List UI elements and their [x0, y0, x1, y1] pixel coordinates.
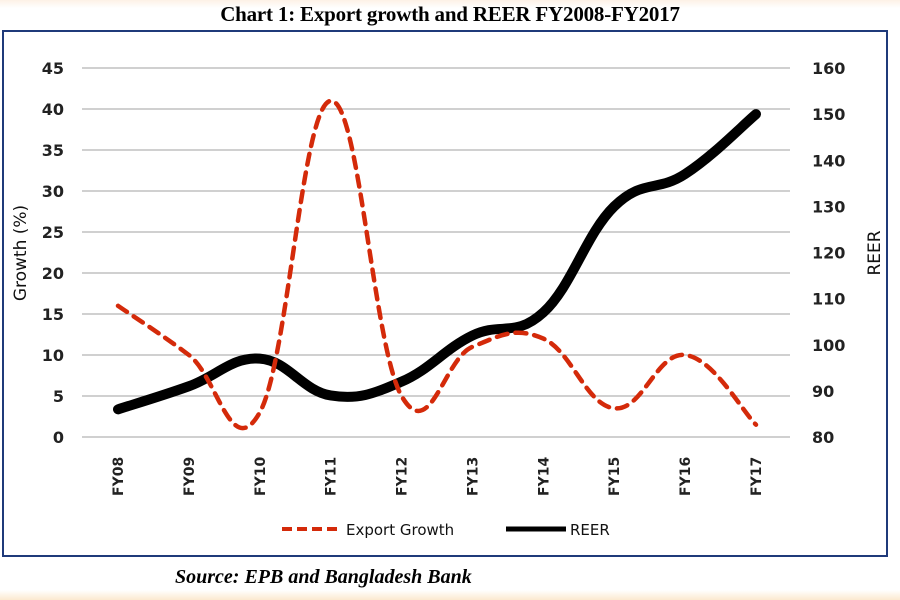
y2-tick-label: 160 — [812, 59, 845, 78]
legend-label-reer: REER — [570, 521, 610, 539]
export-growth-point — [187, 353, 191, 357]
chart-title: Chart 1: Export growth and REER FY2008-F… — [220, 2, 680, 26]
y-tick-label: 20 — [42, 264, 64, 283]
legend: Export Growth REER — [282, 521, 610, 539]
reer-point — [754, 112, 758, 116]
x-tick-label: FY17 — [749, 457, 765, 496]
y2-tick-label: 100 — [812, 336, 845, 355]
chart-frame — [2, 30, 888, 557]
series-lines — [113, 98, 761, 431]
y-tick-label: 30 — [42, 182, 64, 201]
y2-tick-label: 140 — [812, 151, 845, 170]
reer-point — [258, 357, 262, 361]
x-tick-label: FY13 — [465, 457, 481, 496]
y-tick-label: 25 — [42, 223, 64, 242]
x-tick-label: FY12 — [395, 457, 411, 496]
export-growth-point — [612, 406, 616, 410]
y2-tick-label: 130 — [812, 197, 845, 216]
x-tick-label: FY10 — [253, 457, 269, 496]
reer-line — [113, 109, 761, 415]
y2-tick-label: 90 — [812, 382, 834, 401]
x-tick-label: FY16 — [678, 457, 694, 496]
x-tick-label: FY15 — [607, 457, 623, 496]
x-tick-label: FY09 — [182, 457, 198, 496]
y-axis-label: Growth (%) — [11, 205, 31, 301]
reer-point — [116, 407, 120, 411]
y-tick-label: 40 — [42, 100, 64, 119]
x-axis-ticks: FY08 FY09 FY10 FY11 FY12 FY13 FY14 FY15 FY16 FY17 — [111, 457, 765, 496]
y-axis-ticks: 0 5 10 15 20 25 30 35 40 45 — [42, 59, 64, 447]
x-tick-label: FY14 — [536, 457, 552, 496]
reer-point — [612, 204, 616, 208]
export-growth-point — [541, 337, 545, 341]
y-tick-label: 15 — [42, 305, 64, 324]
y-tick-label: 5 — [53, 387, 64, 406]
chart-source: Source: EPB and Bangladesh Bank — [175, 566, 472, 588]
y2-tick-label: 150 — [812, 105, 845, 124]
reer-point — [187, 384, 191, 388]
export-growth-point — [329, 99, 333, 103]
export-growth-point — [258, 410, 262, 414]
y2-tick-label: 80 — [812, 428, 834, 447]
y-tick-label: 45 — [42, 59, 64, 78]
y2-tick-label: 110 — [812, 290, 845, 309]
reer-point — [541, 310, 545, 314]
x-tick-label: FY08 — [111, 457, 127, 496]
export-growth-point — [754, 423, 758, 427]
export-growth-point — [400, 394, 404, 398]
y2-axis-ticks: 80 90 100 110 120 130 140 150 160 — [812, 59, 845, 447]
y-tick-label: 10 — [42, 346, 64, 365]
export-growth-point — [470, 345, 474, 349]
y2-axis-label: REER — [865, 230, 885, 275]
x-tick-label: FY11 — [324, 457, 340, 496]
export-growth-point — [683, 353, 687, 357]
reer-point — [683, 172, 687, 176]
y2-tick-label: 120 — [812, 244, 845, 263]
reer-point — [329, 393, 333, 397]
y-tick-label: 0 — [53, 428, 64, 447]
export-growth-point — [116, 304, 120, 308]
export-growth-line — [115, 98, 759, 431]
legend-label-export-growth: Export Growth — [346, 521, 454, 539]
reer-point — [400, 380, 404, 384]
y-tick-label: 35 — [42, 141, 64, 160]
reer-point — [470, 334, 474, 338]
